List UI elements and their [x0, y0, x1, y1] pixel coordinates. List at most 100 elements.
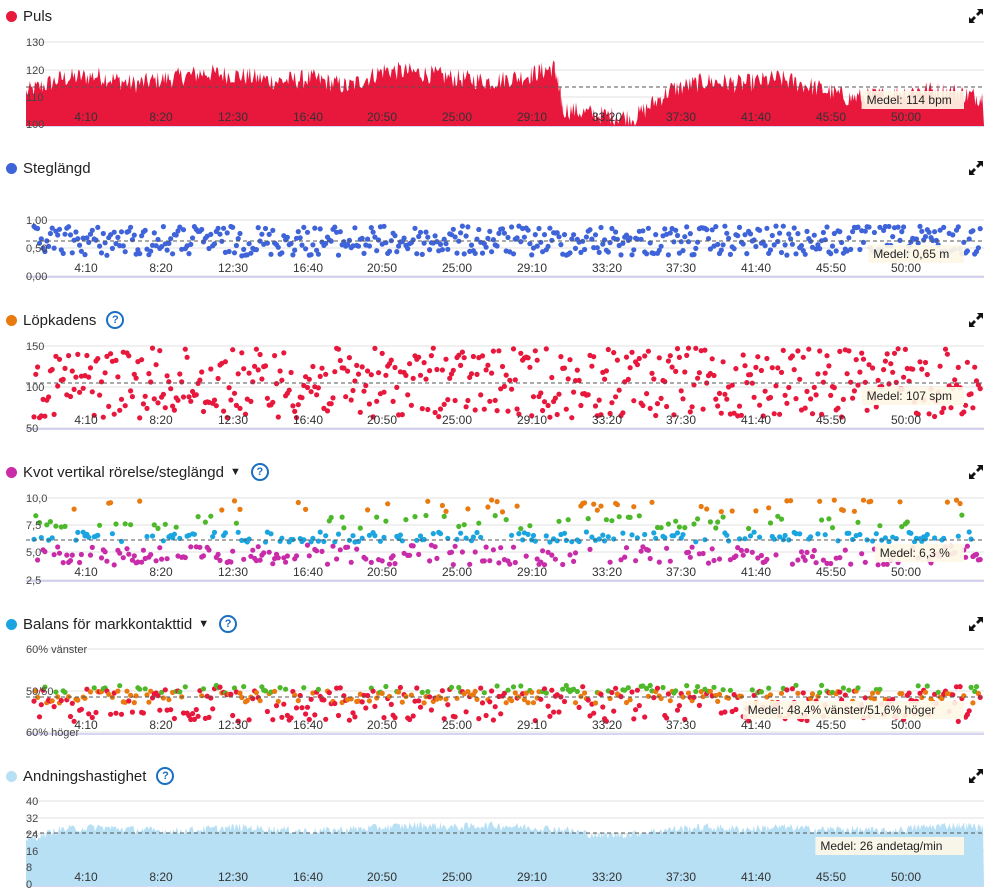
data-point — [592, 403, 599, 409]
data-point — [476, 226, 482, 233]
data-point — [410, 375, 416, 381]
x-tick-label: 45:50 — [816, 718, 846, 732]
data-point — [314, 247, 320, 253]
data-point — [261, 550, 267, 556]
data-point — [481, 558, 487, 564]
data-point — [281, 701, 287, 707]
y-tick-label: 100 — [26, 119, 44, 131]
data-point — [350, 710, 356, 716]
data-point — [370, 688, 376, 694]
expand-icon[interactable] — [968, 312, 984, 328]
data-point — [177, 371, 183, 377]
data-point — [60, 250, 66, 256]
series-group — [26, 60, 984, 126]
data-point — [922, 359, 929, 366]
data-point — [609, 225, 615, 232]
data-point — [301, 224, 307, 230]
data-point — [357, 525, 363, 531]
data-point — [778, 690, 785, 696]
plot-area: 1,000,500,004:10 8:20 12:30 16:40 20:50 25:00… — [26, 215, 984, 283]
data-point — [184, 354, 190, 360]
data-point — [241, 684, 247, 690]
data-point — [691, 521, 697, 527]
data-point — [100, 230, 106, 237]
data-point — [219, 507, 225, 513]
data-point — [242, 411, 249, 417]
data-point — [609, 689, 615, 696]
expand-icon[interactable] — [968, 464, 984, 480]
dropdown-caret-icon[interactable]: ▼ — [229, 466, 241, 478]
panel-steglangd: Steglängd 1,00 0,50 0,00 4:10 8:20 12:30 16:40 2… — [0, 156, 994, 283]
data-point — [463, 535, 469, 541]
data-point — [190, 711, 196, 717]
data-point — [31, 698, 37, 704]
expand-icon[interactable] — [968, 616, 984, 632]
data-point — [359, 699, 365, 705]
data-point — [529, 413, 535, 419]
data-point — [567, 250, 573, 256]
data-point — [355, 371, 362, 377]
data-point — [461, 251, 467, 257]
data-point — [394, 249, 400, 255]
data-point — [137, 686, 143, 692]
data-point — [133, 693, 139, 699]
data-point — [115, 374, 121, 380]
data-point — [769, 232, 775, 239]
data-point — [840, 507, 847, 513]
data-point — [348, 559, 354, 565]
data-point — [366, 401, 372, 407]
data-point — [598, 412, 604, 418]
data-point — [173, 524, 179, 530]
help-icon[interactable]: ? — [106, 311, 125, 329]
expand-icon[interactable] — [968, 160, 984, 176]
data-point — [764, 225, 770, 231]
help-icon[interactable]: ? — [219, 615, 238, 633]
data-point — [771, 242, 777, 248]
data-point — [494, 499, 500, 505]
data-point — [250, 547, 256, 553]
data-point — [410, 237, 416, 243]
data-point — [259, 231, 265, 237]
x-tick-label: 8:20 — [149, 718, 173, 732]
data-point — [797, 531, 803, 537]
data-point — [598, 224, 604, 231]
data-point — [273, 381, 280, 387]
data-point — [806, 346, 812, 352]
data-point — [255, 225, 261, 231]
data-point — [932, 535, 938, 541]
data-point — [410, 713, 416, 719]
x-tick-label: 29:10 — [517, 110, 547, 124]
data-point — [425, 689, 431, 695]
dropdown-caret-icon[interactable]: ▼ — [198, 618, 210, 630]
data-point — [749, 687, 755, 693]
data-point — [952, 377, 958, 383]
help-icon[interactable]: ? — [156, 767, 175, 785]
data-point — [545, 243, 551, 249]
data-point — [186, 394, 192, 400]
data-point — [758, 689, 765, 695]
data-point — [932, 413, 938, 420]
data-point — [977, 226, 983, 232]
data-point — [917, 223, 923, 229]
data-point — [904, 519, 910, 525]
y-tick-label: 60% vänster — [26, 644, 87, 656]
data-point — [86, 374, 92, 380]
series-group — [31, 345, 983, 421]
data-point — [530, 700, 537, 706]
data-point — [587, 546, 593, 553]
data-point — [556, 234, 562, 240]
data-point — [733, 706, 739, 713]
data-point — [168, 707, 174, 713]
expand-icon[interactable] — [968, 8, 984, 24]
data-point — [551, 709, 557, 715]
help-icon[interactable]: ? — [250, 463, 269, 481]
data-point — [778, 516, 785, 522]
legend-dot — [6, 466, 17, 478]
expand-icon[interactable] — [968, 768, 984, 784]
data-point — [660, 684, 666, 691]
data-point — [664, 545, 670, 551]
data-point — [117, 550, 123, 556]
data-point — [417, 229, 424, 235]
data-point — [726, 235, 732, 241]
data-point — [789, 686, 796, 692]
